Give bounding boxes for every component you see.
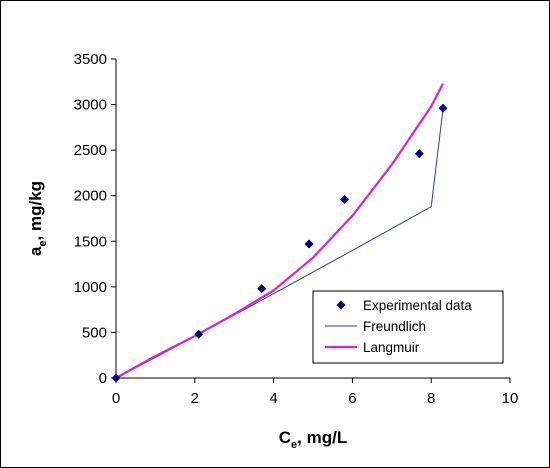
x-ticks: 0 2 4 6 8 10 [112, 378, 519, 407]
y-tick-label: 3000 [74, 97, 107, 114]
y-ticks: 0 500 1000 1500 2000 2500 3000 3500 [74, 51, 116, 387]
data-point [304, 239, 314, 249]
legend: Experimental data Freundlich Langmuir [312, 290, 504, 364]
data-point [257, 284, 267, 294]
y-tick-label: 1000 [74, 279, 107, 296]
x-tick-label: 0 [112, 390, 120, 407]
legend-label: Langmuir [363, 340, 420, 355]
x-tick-label: 8 [427, 390, 435, 407]
legend-box [312, 290, 504, 364]
x-axis-title: Ce, mg/L [279, 428, 347, 451]
data-point [194, 329, 204, 339]
legend-marker-experimental [336, 300, 346, 310]
x-tick-label: 10 [502, 390, 519, 407]
y-tick-label: 2500 [74, 142, 107, 159]
y-axis-title: ae, mg/kg [26, 181, 49, 256]
y-tick-label: 1500 [74, 233, 107, 250]
series-line-langmuir [115, 83, 444, 379]
x-tick-label: 4 [269, 390, 277, 407]
legend-label: Experimental data [363, 298, 472, 313]
y-tick-label: 2000 [74, 188, 107, 205]
y-tick-label: 500 [82, 324, 107, 341]
y-tick-label: 3500 [74, 51, 107, 68]
data-point [340, 194, 350, 204]
x-tick-label: 2 [191, 390, 199, 407]
series-layer [111, 83, 448, 383]
y-tick-label: 0 [99, 370, 107, 387]
data-point [438, 103, 448, 113]
legend-label: Freundlich [363, 319, 426, 334]
data-point [111, 373, 121, 383]
x-tick-label: 6 [348, 390, 356, 407]
data-point [414, 149, 424, 159]
